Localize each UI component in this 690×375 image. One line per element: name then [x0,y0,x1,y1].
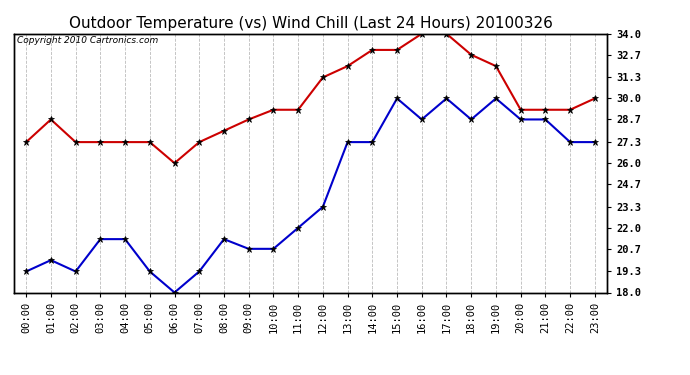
Text: Copyright 2010 Cartronics.com: Copyright 2010 Cartronics.com [17,36,158,45]
Title: Outdoor Temperature (vs) Wind Chill (Last 24 Hours) 20100326: Outdoor Temperature (vs) Wind Chill (Las… [68,16,553,31]
